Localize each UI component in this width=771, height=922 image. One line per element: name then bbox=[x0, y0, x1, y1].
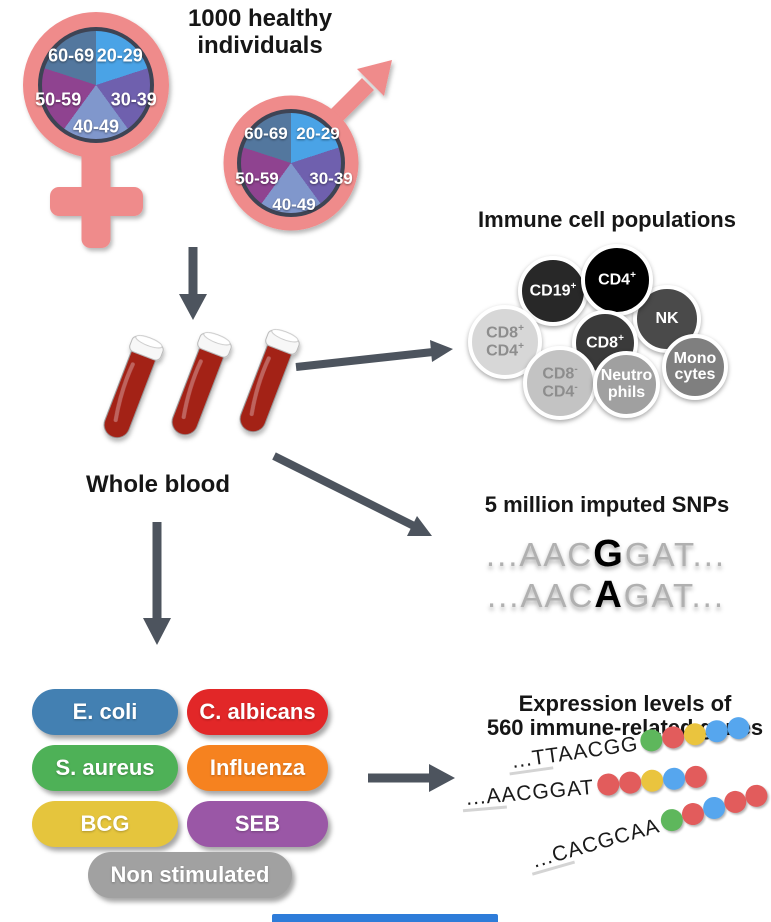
cell-label-cd8pos-cd4pos: CD8+ CD4+ bbox=[486, 323, 524, 360]
cell-label-cd8neg-cd4neg: CD8- CD4- bbox=[542, 364, 578, 401]
snp-seq-pre: ...AAC bbox=[486, 577, 595, 614]
blood-tube bbox=[171, 331, 232, 436]
age-label-20-29: 20-29 bbox=[96, 45, 143, 66]
immune-cells-title: Immune cell populations bbox=[478, 207, 736, 232]
cell-label-monocytes: Mono cytes bbox=[673, 349, 717, 383]
stimulus-pill-bcg: BCG bbox=[32, 801, 178, 847]
blue-expression-dot bbox=[704, 718, 730, 744]
flow-arrows bbox=[143, 247, 455, 792]
yellow-expression-dot bbox=[639, 768, 664, 793]
whole-blood-label: Whole blood bbox=[86, 471, 230, 498]
snp-sequence-row-1: ...AACGGAT... bbox=[436, 533, 771, 576]
blood-tubes bbox=[103, 328, 300, 439]
snp-seq-post: GAT... bbox=[623, 577, 726, 614]
snp-variant-allele: A bbox=[594, 574, 624, 616]
stimulus-label: C. albicans bbox=[199, 699, 316, 724]
red-expression-dot bbox=[661, 724, 686, 750]
stimulus-label: SEB bbox=[234, 811, 281, 836]
stimulus-label: Non stimulated bbox=[110, 862, 270, 887]
female-symbol-crossbar bbox=[50, 187, 143, 216]
red-expression-dot bbox=[683, 764, 708, 789]
green-expression-dot bbox=[639, 727, 665, 753]
page-title-line2: individuals bbox=[197, 31, 323, 59]
cell-label-neutrophils: Neutro phils bbox=[600, 367, 653, 401]
age-label-40-49: 40-49 bbox=[272, 195, 316, 214]
arrowhead-individuals-to-blood bbox=[179, 294, 207, 320]
expression-title-line1: Expression levels of bbox=[518, 691, 732, 716]
page-title: 1000 healthy individuals bbox=[160, 5, 360, 60]
stimulus-pill-nonstimulated: Non stimulated bbox=[88, 852, 292, 898]
cell-label-cd4: CD4+ bbox=[598, 270, 636, 289]
snp-sequence-row-2: ...AACAGAT... bbox=[436, 574, 771, 617]
snp-seq-pre: ...AAC bbox=[485, 536, 594, 573]
arrow-blood-to-snps bbox=[272, 452, 416, 530]
age-label-50-59: 50-59 bbox=[35, 89, 82, 110]
red-expression-dot bbox=[617, 770, 642, 795]
male-symbol-arrowhead bbox=[357, 60, 392, 96]
page-title-line1: 1000 healthy bbox=[187, 5, 333, 32]
stimulus-label: E. coli bbox=[72, 699, 138, 724]
stimulus-label: BCG bbox=[80, 811, 130, 836]
arrowhead-blood-to-stimuli bbox=[143, 618, 171, 645]
blood-tube bbox=[103, 334, 164, 439]
cell-circle-monocytes: Mono cytes bbox=[662, 334, 728, 400]
snps-title: 5 million imputed SNPs bbox=[484, 492, 730, 517]
arrowhead-blood-to-cells bbox=[430, 340, 453, 362]
stimulus-pill-influenza: Influenza bbox=[187, 745, 328, 791]
arrowhead-blood-to-snps bbox=[407, 516, 432, 536]
stimulus-pill-calbicans: C. albicans bbox=[187, 689, 328, 735]
yellow-expression-dot bbox=[682, 721, 708, 747]
cell-circle-cd4: CD4+ bbox=[581, 244, 653, 316]
age-label-50-59: 50-59 bbox=[235, 169, 279, 188]
male-age-pie-chart: 20-29 30-39 40-49 50-59 60-69 bbox=[235, 109, 353, 217]
age-label-30-39: 30-39 bbox=[110, 89, 157, 110]
stimulus-pill-seb: SEB bbox=[187, 801, 328, 847]
cell-label-cd8: CD8+ bbox=[586, 333, 624, 352]
arrow-blood-to-cells bbox=[295, 348, 434, 371]
stimulus-pill-saureus: S. aureus bbox=[32, 745, 178, 791]
snp-seq-post: GAT... bbox=[624, 536, 727, 573]
female-age-pie-chart: 20-29 30-39 40-49 50-59 60-69 bbox=[35, 27, 157, 143]
snp-variant-allele: G bbox=[593, 533, 625, 575]
stimulus-label: S. aureus bbox=[55, 755, 155, 780]
age-label-30-39: 30-39 bbox=[309, 169, 353, 188]
age-label-60-69: 60-69 bbox=[244, 124, 288, 143]
age-label-60-69: 60-69 bbox=[48, 45, 95, 66]
cell-label-nk: NK bbox=[655, 309, 679, 327]
cell-circle-cd8neg-cd4neg: CD8- CD4- bbox=[523, 346, 597, 420]
blood-tube bbox=[239, 328, 300, 433]
blue-expression-dot bbox=[726, 715, 752, 741]
arrowhead-stimuli-to-expression bbox=[429, 764, 455, 792]
cell-label-cd19: CD19+ bbox=[529, 281, 577, 300]
age-label-40-49: 40-49 bbox=[72, 116, 120, 137]
cropped-next-panel-edge bbox=[272, 914, 498, 922]
age-label-20-29: 20-29 bbox=[296, 124, 340, 143]
stimulus-pill-ecoli: E. coli bbox=[32, 689, 178, 735]
red-expression-dot bbox=[595, 772, 620, 796]
cell-circle-neutrophils: Neutro phils bbox=[593, 351, 660, 418]
blue-expression-dot bbox=[661, 766, 686, 791]
stimulus-label: Influenza bbox=[209, 755, 306, 780]
